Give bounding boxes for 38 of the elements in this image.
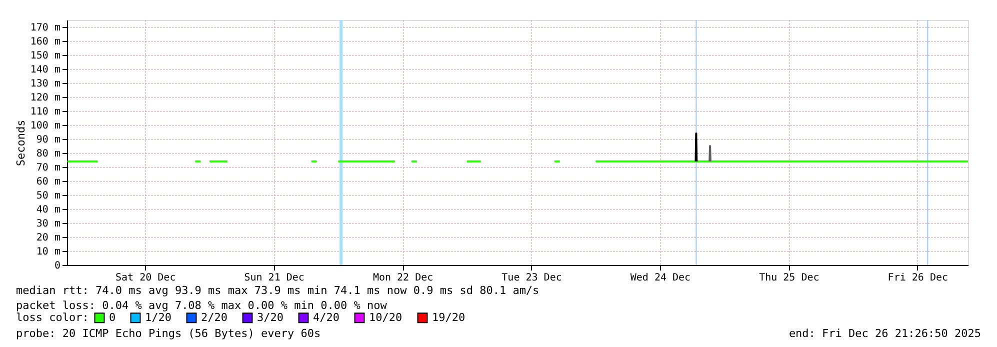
text: probe: 20 ICMP Echo Pings (56 Bytes) every 60s [16,327,321,340]
y-tick-label: 90 m [36,134,60,146]
y-tick-label: 60 m [36,176,60,188]
x-tick-label: Fri 26 Dec [888,272,948,284]
y-tick-label: 80 m [36,148,60,160]
y-tick-label: 160 m [30,36,60,48]
y-tick-label: 140 m [30,64,60,76]
text: packet loss: 0.04 % avg 7.08 % max 0.00 % min 0.00 % now [16,299,388,312]
y-tick-label: 170 m [30,22,60,34]
y-tick-label: 40 m [36,204,60,216]
x-tick-label: Wed 24 Dec [630,272,691,284]
legend-label: 2/20 [201,310,228,324]
legend-label: 0 [109,310,116,324]
legend-label: 10/20 [369,310,402,324]
x-tick-label: Tue 23 Dec [502,272,562,284]
y-tick-label: 150 m [30,50,60,62]
y-tick-label: 100 m [30,120,60,132]
text: end: Fri Dec 26 21:26:50 2025 [788,327,981,340]
y-tick-label: 10 m [36,246,60,258]
x-tick-label: Sat 20 Dec [116,272,176,284]
legend-title: loss color: [16,311,89,324]
y-tick-label: 110 m [30,106,60,118]
y-tick-label: 30 m [36,218,60,230]
y-tick-label: 70 m [36,162,60,174]
y-tick-label: 130 m [30,78,60,90]
y-axis-title: Seconds [14,120,28,166]
legend-label: 3/20 [257,310,284,324]
y-tick-label: 0 [54,260,60,272]
legend-label: 4/20 [313,310,340,324]
x-tick-label: Thu 25 Dec [759,272,820,284]
x-tick-label: Sun 21 Dec [244,272,304,284]
y-tick-label: 120 m [30,92,60,104]
legend-label: 19/20 [432,310,466,324]
x-tick-label: Mon 22 Dec [372,272,434,284]
y-tick-label: 20 m [36,232,60,244]
text: median rtt: 74.0 ms avg 93.9 ms max 73.9 ms min 74.1 ms now 0.9 ms sd 80.1 am/s [16,284,540,297]
y-tick-label: 50 m [36,190,60,202]
legend-label: 1/20 [145,310,172,324]
